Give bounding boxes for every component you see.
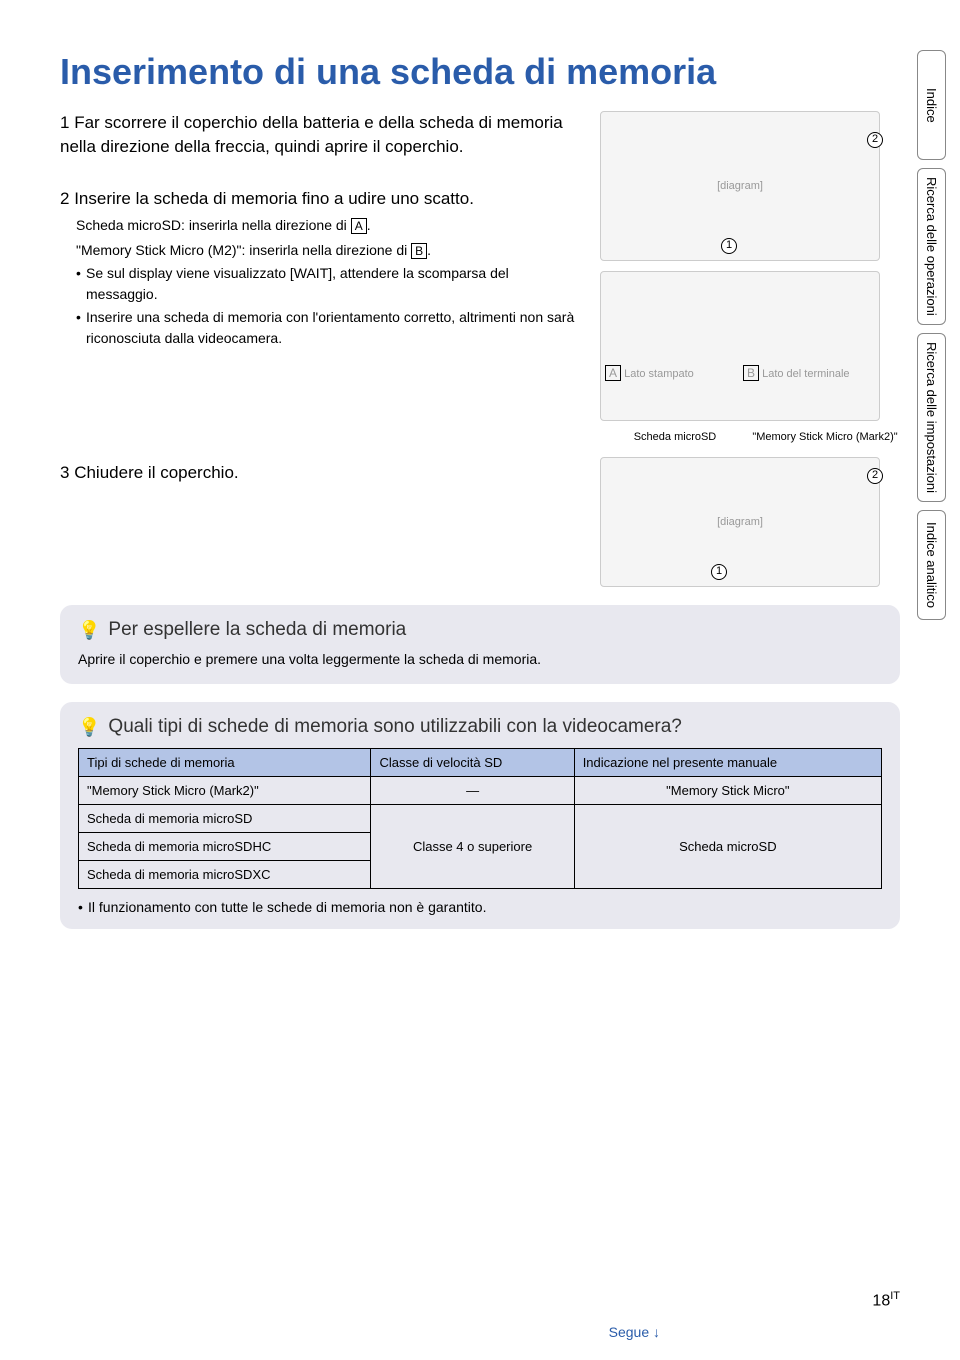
table-header-row: Tipi di schede di memoria Classe di velo…	[79, 749, 882, 777]
td-r1c3: "Memory Stick Micro"	[574, 777, 881, 805]
dia-box-a: A	[605, 365, 621, 381]
page-title: Inserimento di una scheda di memoria	[60, 50, 900, 93]
step2-sub1: Scheda microSD: inserirla nella direzion…	[76, 215, 580, 236]
table-row: "Memory Stick Micro (Mark2)" — "Memory S…	[79, 777, 882, 805]
dia-btxt: Lato del terminale	[762, 368, 849, 380]
memory-card-table: Tipi di schede di memoria Classe di velo…	[78, 748, 882, 889]
step2-sub1b: .	[367, 217, 371, 233]
card-labels-row: Scheda microSD "Memory Stick Micro (Mark…	[600, 431, 900, 443]
step1-text: Far scorrere il coperchio della batteria…	[60, 113, 563, 156]
callout-2b: 2	[867, 468, 883, 484]
tip-eject: 💡 Per espellere la scheda di memoria Apr…	[60, 605, 900, 684]
td-r1c1: "Memory Stick Micro (Mark2)"	[79, 777, 371, 805]
left-column: 1 Far scorrere il coperchio della batter…	[60, 111, 580, 443]
step-3: 3 Chiudere il coperchio.	[60, 461, 580, 485]
step2-text: Inserire la scheda di memoria fino a udi…	[74, 189, 474, 208]
right-column: 1 2 [diagram] A Lato stampato B Lato del…	[600, 111, 900, 443]
page-number: 18IT	[872, 1290, 900, 1310]
callout-2a: 2	[867, 132, 883, 148]
step1-num: 1	[60, 113, 69, 132]
tip1-title: Per espellere la scheda di memoria	[108, 619, 406, 641]
tip2-title: Quali tipi di schede di memoria sono uti…	[108, 716, 681, 738]
step3-num: 3	[60, 463, 69, 482]
step3-diagram-wrap: 1 2 [diagram]	[600, 453, 900, 587]
step2-sub2: "Memory Stick Micro (M2)": inserirla nel…	[76, 240, 580, 261]
step2-sub2b: .	[427, 242, 431, 258]
page-suffix: IT	[890, 1290, 900, 1302]
dia-label-a: A Lato stampato	[605, 365, 737, 381]
tip-cardtypes: 💡 Quali tipi di schede di memoria sono u…	[60, 702, 900, 929]
step3-row: 3 Chiudere il coperchio. 1 2 [diagram]	[60, 453, 900, 587]
diagram-step2: A Lato stampato B Lato del terminale	[600, 271, 880, 421]
td-r3c1: Scheda di memoria microSDHC	[79, 833, 371, 861]
td-r234c3: Scheda microSD	[574, 805, 881, 889]
segue-label: Segue ↓	[609, 1324, 660, 1340]
tip1-text: Aprire il coperchio e premere una volta …	[78, 649, 882, 670]
page-content: Inserimento di una scheda di memoria 1 F…	[0, 0, 960, 959]
card-right-label: "Memory Stick Micro (Mark2)"	[750, 431, 900, 443]
th-3: Indicazione nel presente manuale	[574, 749, 881, 777]
step2-bullet2: Inserire una scheda di memoria con l'ori…	[76, 307, 580, 349]
step2-sub2a: "Memory Stick Micro (M2)": inserirla nel…	[76, 242, 411, 258]
card-left-label: Scheda microSD	[600, 431, 750, 443]
td-r2c1: Scheda di memoria microSD	[79, 805, 371, 833]
tip-icon-2: 💡	[78, 717, 100, 738]
step2-sub1a: Scheda microSD: inserirla nella direzion…	[76, 217, 351, 233]
tip1-title-row: 💡 Per espellere la scheda di memoria	[78, 619, 882, 641]
td-r4c1: Scheda di memoria microSDXC	[79, 861, 371, 889]
step2-num: 2	[60, 189, 69, 208]
diagram-step3: 1 2 [diagram]	[600, 457, 880, 587]
dia-atxt: Lato stampato	[624, 368, 694, 380]
content-row: 1 Far scorrere il coperchio della batter…	[60, 111, 900, 443]
step2-bullet1: Se sul display viene visualizzato [WAIT]…	[76, 263, 580, 305]
box-a: A	[351, 218, 367, 234]
callout-1b: 1	[711, 564, 727, 580]
tip-icon: 💡	[78, 620, 100, 641]
tip2-footer: Il funzionamento con tutte le schede di …	[78, 899, 882, 915]
diagram-step1: 1 2 [diagram]	[600, 111, 880, 261]
step-1: 1 Far scorrere il coperchio della batter…	[60, 111, 580, 159]
th-1: Tipi di schede di memoria	[79, 749, 371, 777]
callout-1a: 1	[721, 238, 737, 254]
page-num-value: 18	[872, 1292, 890, 1309]
table-row: Scheda di memoria microSD Classe 4 o sup…	[79, 805, 882, 833]
dia-label-b: B Lato del terminale	[743, 365, 875, 381]
th-2: Classe di velocità SD	[371, 749, 574, 777]
box-b: B	[411, 243, 427, 259]
tip2-title-row: 💡 Quali tipi di schede di memoria sono u…	[78, 716, 882, 738]
td-r234c2: Classe 4 o superiore	[371, 805, 574, 889]
step3-text: Chiudere il coperchio.	[74, 463, 238, 482]
dia-box-b: B	[743, 365, 759, 381]
td-r1c2: —	[371, 777, 574, 805]
step-2: 2 Inserire la scheda di memoria fino a u…	[60, 187, 580, 349]
